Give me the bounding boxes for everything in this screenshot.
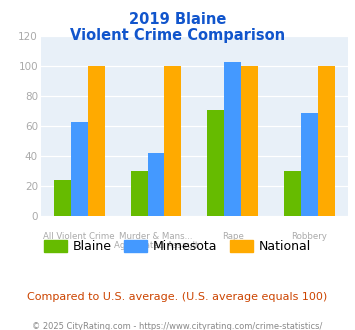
Bar (301, 113, 318, 216)
Text: Murder & Mans...: Murder & Mans... (119, 232, 193, 241)
Text: Rape: Rape (222, 232, 244, 241)
Bar (71, 122, 88, 216)
Bar (241, 66, 258, 216)
Text: Robbery: Robbery (291, 232, 327, 241)
Bar (318, 66, 335, 216)
Text: © 2025 CityRating.com - https://www.cityrating.com/crime-statistics/: © 2025 CityRating.com - https://www.city… (32, 322, 323, 330)
Bar (148, 153, 164, 216)
Bar (164, 66, 181, 216)
Bar (284, 171, 301, 216)
Bar (131, 171, 148, 216)
Legend: Blaine, Minnesota, National: Blaine, Minnesota, National (39, 235, 316, 258)
Text: All Violent Crime: All Violent Crime (43, 232, 115, 241)
Bar (54, 180, 71, 216)
Text: 2019 Blaine: 2019 Blaine (129, 12, 226, 26)
Text: Violent Crime Comparison: Violent Crime Comparison (70, 28, 285, 43)
Bar (224, 62, 241, 216)
Bar (88, 66, 104, 216)
Text: Aggravated Assault: Aggravated Assault (114, 241, 198, 250)
Text: Compared to U.S. average. (U.S. average equals 100): Compared to U.S. average. (U.S. average … (27, 292, 328, 302)
Bar (207, 110, 224, 216)
